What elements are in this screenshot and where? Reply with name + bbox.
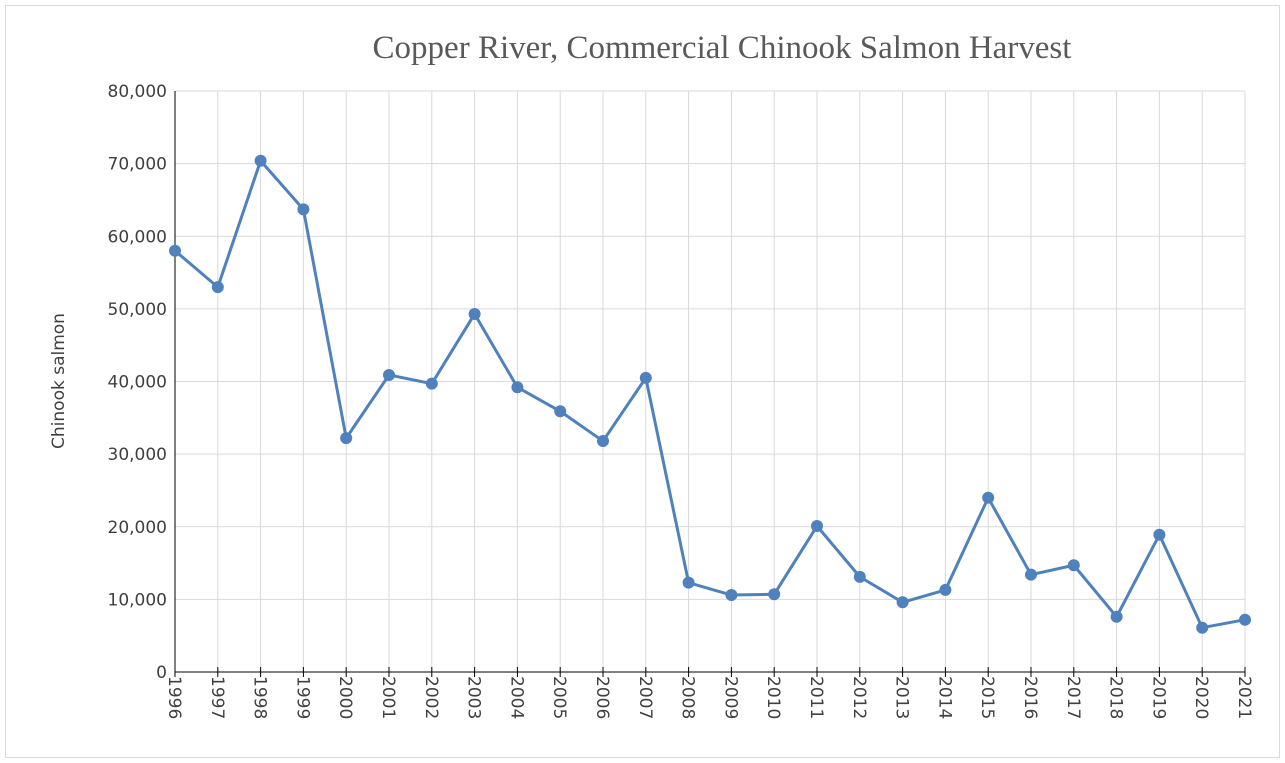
data-point	[811, 520, 823, 533]
x-tick-label: 2008	[678, 676, 698, 719]
data-point	[597, 435, 609, 448]
y-tick-label: 80,000	[108, 82, 167, 102]
y-tick-label: 50,000	[108, 300, 167, 320]
y-tick-label: 70,000	[108, 155, 167, 175]
x-tick-label: 1998	[250, 676, 270, 719]
x-tick-label: 2016	[1020, 676, 1040, 719]
x-tick-label: 2007	[635, 676, 655, 719]
x-tick-label: 1999	[292, 676, 312, 719]
x-tick-label: 2002	[421, 676, 441, 719]
x-tick-label: 2013	[892, 676, 912, 719]
x-tick-label: 2009	[720, 676, 740, 719]
x-tick-label: 2005	[549, 676, 569, 719]
data-point	[297, 203, 310, 216]
y-tick-label: 40,000	[108, 373, 167, 393]
data-point	[1239, 613, 1251, 626]
x-tick-label: 2000	[335, 676, 355, 719]
y-tick-label: 0	[156, 663, 167, 683]
data-point	[896, 596, 909, 609]
data-point	[1025, 568, 1037, 581]
y-axis-label: Chinook salmon	[49, 313, 69, 449]
data-point	[1153, 528, 1166, 541]
data-point	[1196, 621, 1209, 634]
x-tick-label: 2017	[1063, 676, 1083, 719]
data-point	[853, 570, 866, 583]
data-point	[639, 371, 652, 384]
data-point	[211, 281, 224, 294]
data-point	[468, 307, 481, 320]
data-point	[340, 432, 353, 445]
data-point	[939, 583, 952, 596]
x-tick-label: 2021	[1234, 676, 1254, 719]
x-tick-label: 1996	[164, 676, 184, 719]
x-tick-label: 2014	[934, 676, 954, 719]
data-point	[425, 377, 438, 390]
x-tick-label: 2004	[506, 676, 526, 719]
data-point	[511, 381, 524, 394]
data-point	[169, 244, 181, 257]
data-point	[1110, 610, 1123, 623]
data-line	[174, 159, 1246, 630]
chart-title: Copper River, Commercial Chinook Salmon …	[373, 30, 1072, 66]
x-tick-label: 2010	[763, 676, 783, 719]
x-tick-label: 1997	[207, 676, 227, 719]
x-tick-label: 2003	[464, 676, 484, 719]
data-point	[682, 576, 695, 589]
y-tick-label: 10,000	[108, 590, 167, 610]
x-tick-label: 2015	[977, 676, 997, 719]
y-tick-label: 60,000	[108, 227, 167, 247]
data-point	[554, 405, 567, 418]
data-point	[254, 154, 267, 167]
y-tick-label: 30,000	[108, 445, 167, 465]
data-point	[1067, 559, 1080, 572]
x-tick-label: 2001	[378, 676, 398, 719]
data-point	[768, 588, 781, 601]
x-tick-label: 2018	[1106, 676, 1126, 719]
x-tick-label: 2006	[592, 676, 612, 719]
x-tick-label: 2019	[1148, 676, 1168, 719]
x-tick-label: 2020	[1191, 676, 1211, 719]
data-point	[725, 589, 738, 602]
y-tick-label: 20,000	[108, 518, 167, 538]
x-tick-label: 2012	[849, 676, 869, 719]
data-point	[383, 368, 395, 381]
data-point	[982, 491, 995, 504]
x-tick-label: 2011	[806, 676, 826, 719]
